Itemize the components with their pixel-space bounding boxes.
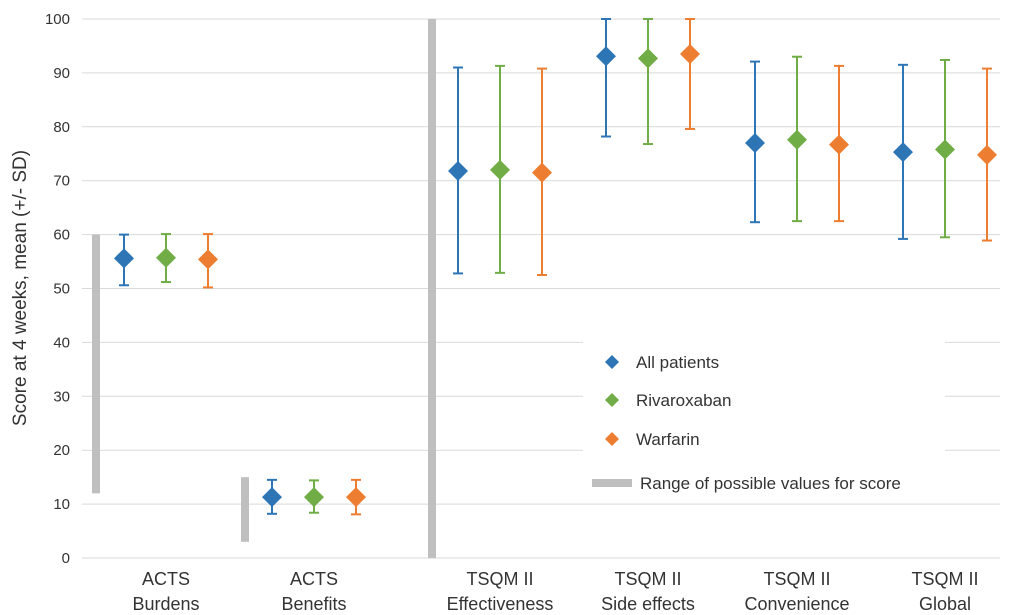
- data-point: [638, 18, 658, 146]
- y-tick-label: 0: [62, 550, 70, 567]
- mean-marker: [156, 247, 176, 268]
- possible-range-bar: [241, 477, 249, 542]
- data-point: [448, 66, 468, 275]
- mean-marker: [638, 48, 658, 69]
- legend-diamond-icon: [605, 355, 619, 369]
- legend-label: Warfarin: [636, 430, 700, 449]
- y-axis-ticks: 0 10 20 30 40 50 60 70 80 90 100: [45, 11, 70, 567]
- mean-marker: [787, 129, 807, 150]
- data-point: [977, 67, 997, 242]
- data-point: [935, 58, 955, 239]
- data-point: [745, 60, 765, 224]
- data-point: [680, 18, 700, 130]
- category-label: Burdens: [132, 594, 199, 614]
- category-label: TSQM II: [764, 569, 831, 589]
- category-label: TSQM II: [615, 569, 682, 589]
- mean-marker: [490, 159, 510, 180]
- data-point: [198, 233, 218, 289]
- mean-marker: [304, 487, 324, 508]
- category-label: ACTS: [142, 569, 190, 589]
- data-point: [114, 233, 134, 287]
- series-marks: [114, 18, 997, 516]
- possible-range-bar: [428, 19, 436, 558]
- data-point: [304, 479, 324, 514]
- category-label: ACTS: [290, 569, 338, 589]
- y-tick-label: 70: [53, 173, 70, 190]
- y-tick-label: 40: [53, 334, 70, 351]
- possible-range-bar: [92, 234, 100, 494]
- data-point: [490, 64, 510, 274]
- mean-marker: [745, 132, 765, 153]
- legend-label: Range of possible values for score: [640, 474, 901, 493]
- y-tick-label: 10: [53, 496, 70, 513]
- category-label: Effectiveness: [447, 594, 554, 614]
- data-point: [893, 63, 913, 240]
- data-point: [596, 18, 616, 138]
- mean-marker: [114, 248, 134, 269]
- legend: All patients Rivaroxaban Warfarin Range of …: [583, 338, 945, 500]
- mean-marker: [829, 134, 849, 155]
- legend-range-swatch: [592, 479, 632, 487]
- y-axis-title: Score at 4 weeks, mean (+/- SD): [10, 150, 31, 426]
- y-tick-label: 60: [53, 227, 70, 244]
- category-label: Benefits: [281, 594, 346, 614]
- mean-marker: [198, 249, 218, 270]
- category-label: TSQM II: [912, 569, 979, 589]
- legend-entry: Warfarin: [605, 430, 700, 449]
- x-axis-categories: ACTS Burdens ACTS Benefits TSQM II Effectiven…: [132, 569, 978, 614]
- mean-marker: [935, 139, 955, 160]
- legend-label: Rivaroxaban: [636, 391, 731, 410]
- category-label: Global: [919, 594, 971, 614]
- legend-label: All patients: [636, 353, 719, 372]
- data-point: [262, 478, 282, 515]
- legend-diamond-icon: [605, 432, 619, 446]
- y-tick-label: 30: [53, 388, 70, 405]
- mean-marker: [596, 46, 616, 67]
- mean-marker: [448, 160, 468, 181]
- data-point: [156, 233, 176, 284]
- category-label: Side effects: [601, 594, 695, 614]
- data-point: [532, 67, 552, 277]
- y-tick-label: 20: [53, 442, 70, 459]
- possible-range-bars: [92, 19, 436, 558]
- data-point: [346, 478, 366, 516]
- category-label: Convenience: [744, 594, 849, 614]
- y-tick-label: 50: [53, 281, 70, 298]
- mean-marker: [680, 44, 700, 65]
- legend-entry: All patients: [605, 353, 719, 372]
- legend-diamond-icon: [605, 393, 619, 407]
- mean-marker: [893, 142, 913, 163]
- data-point: [829, 64, 849, 223]
- mean-marker: [977, 144, 997, 165]
- category-label: TSQM II: [467, 569, 534, 589]
- legend-background: [583, 338, 945, 500]
- y-tick-label: 80: [53, 119, 70, 136]
- y-tick-label: 90: [53, 65, 70, 82]
- y-tick-label: 100: [45, 11, 70, 28]
- legend-entry: Range of possible values for score: [592, 474, 901, 493]
- legend-entry: Rivaroxaban: [605, 391, 731, 410]
- data-point: [787, 55, 807, 223]
- mean-marker: [262, 487, 282, 508]
- mean-marker: [346, 487, 366, 508]
- mean-marker: [532, 162, 552, 183]
